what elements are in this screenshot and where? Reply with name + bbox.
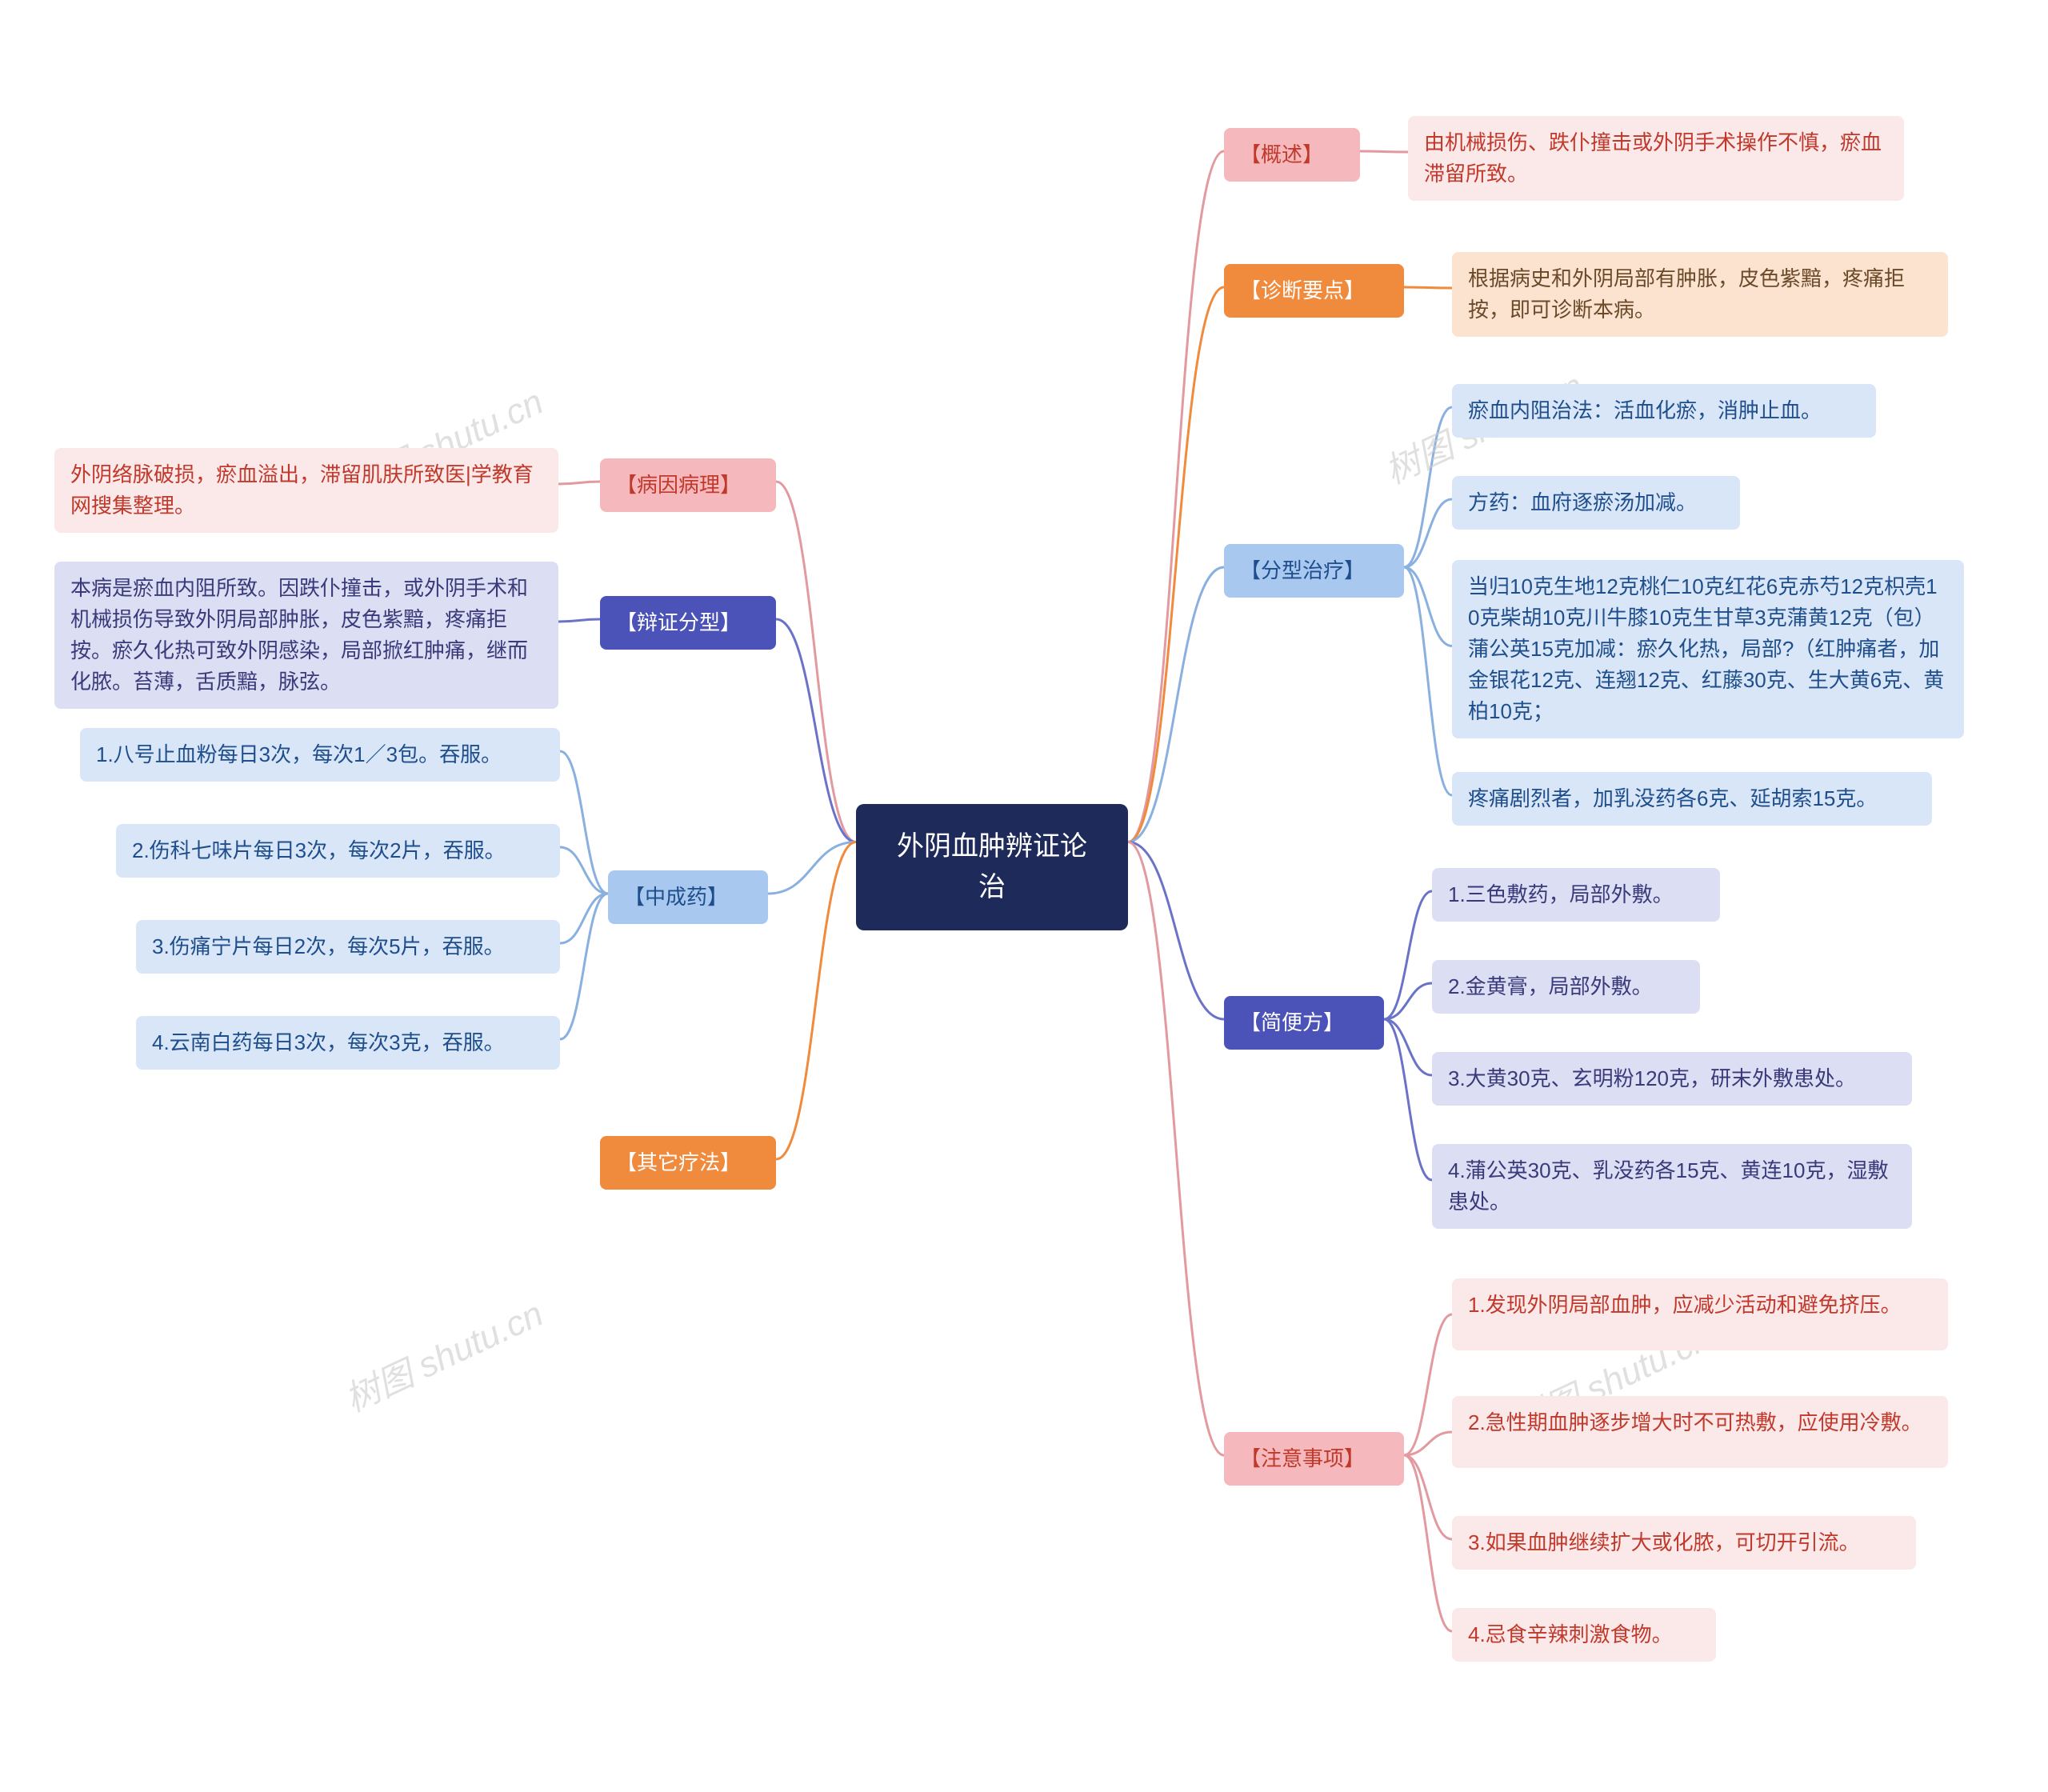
leaf-b3c2[interactable]: 2.伤科七味片每日3次，每次2片，吞服。: [116, 824, 560, 878]
leaf-r2c1[interactable]: 根据病史和外阴局部有肿胀，皮色紫黯，疼痛拒按，即可诊断本病。: [1452, 252, 1948, 337]
leaf-b3c4[interactable]: 4.云南白药每日3次，每次3克，吞服。: [136, 1016, 560, 1070]
leaf-r5c4[interactable]: 4.忌食辛辣刺激食物。: [1452, 1608, 1716, 1662]
leaf-r5c2[interactable]: 2.急性期血肿逐步增大时不可热敷，应使用冷敷。: [1452, 1396, 1948, 1468]
branch-r3[interactable]: 【分型治疗】: [1224, 544, 1404, 598]
leaf-r3c2[interactable]: 方药：血府逐瘀汤加减。: [1452, 476, 1740, 530]
leaf-r4c2[interactable]: 2.金黄膏，局部外敷。: [1432, 960, 1700, 1014]
branch-r1[interactable]: 【概述】: [1224, 128, 1360, 182]
leaf-b1c1[interactable]: 外阴络脉破损，瘀血溢出，滞留肌肤所致医|学教育网搜集整理。: [54, 448, 558, 533]
leaf-b3c3[interactable]: 3.伤痛宁片每日2次，每次5片，吞服。: [136, 920, 560, 974]
leaf-r4c1[interactable]: 1.三色敷药，局部外敷。: [1432, 868, 1720, 922]
branch-b4[interactable]: 【其它疗法】: [600, 1136, 776, 1190]
leaf-r4c3[interactable]: 3.大黄30克、玄明粉120克，研末外敷患处。: [1432, 1052, 1912, 1106]
leaf-r1c1[interactable]: 由机械损伤、跌仆撞击或外阴手术操作不慎，瘀血滞留所致。: [1408, 116, 1904, 201]
center-node[interactable]: 外阴血肿辨证论治: [856, 804, 1128, 930]
leaf-b2c1[interactable]: 本病是瘀血内阻所致。因跌仆撞击，或外阴手术和机械损伤导致外阴局部肿胀，皮色紫黯，…: [54, 562, 558, 709]
leaf-r3c3[interactable]: 当归10克生地12克桃仁10克红花6克赤芍12克枳壳10克柴胡10克川牛膝10克…: [1452, 560, 1964, 738]
branch-r2[interactable]: 【诊断要点】: [1224, 264, 1404, 318]
leaf-r3c4[interactable]: 疼痛剧烈者，加乳没药各6克、延胡索15克。: [1452, 772, 1932, 826]
leaf-r5c3[interactable]: 3.如果血肿继续扩大或化脓，可切开引流。: [1452, 1516, 1916, 1570]
branch-b3[interactable]: 【中成药】: [608, 870, 768, 924]
leaf-r4c4[interactable]: 4.蒲公英30克、乳没药各15克、黄连10克，湿敷患处。: [1432, 1144, 1912, 1229]
leaf-r5c1[interactable]: 1.发现外阴局部血肿，应减少活动和避免挤压。: [1452, 1278, 1948, 1350]
branch-b2[interactable]: 【辩证分型】: [600, 596, 776, 650]
branch-r4[interactable]: 【简便方】: [1224, 996, 1384, 1050]
leaf-b3c1[interactable]: 1.八号止血粉每日3次，每次1／3包。吞服。: [80, 728, 560, 782]
branch-r5[interactable]: 【注意事项】: [1224, 1432, 1404, 1486]
branch-b1[interactable]: 【病因病理】: [600, 458, 776, 512]
leaf-r3c1[interactable]: 瘀血内阻治法：活血化瘀，消肿止血。: [1452, 384, 1876, 438]
